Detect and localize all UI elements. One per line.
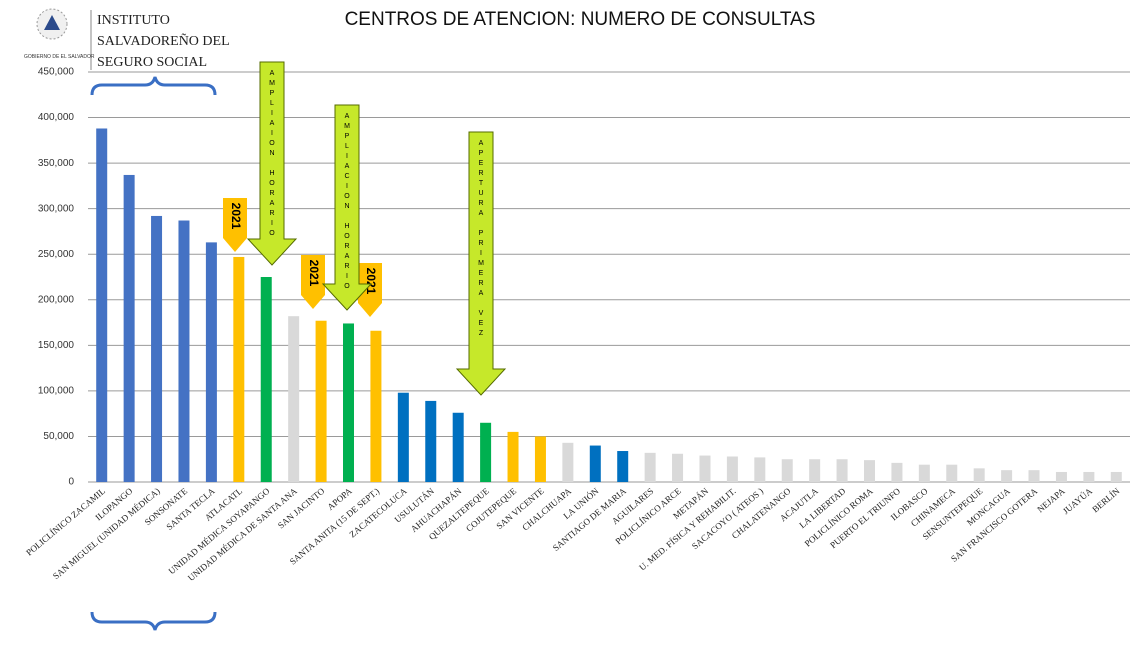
bracket: [90, 611, 217, 631]
year-tag-label: 2021: [307, 260, 321, 287]
bar: [781, 459, 793, 482]
header-line: INSTITUTO: [97, 13, 170, 28]
bar: [151, 215, 163, 482]
chart-title: CENTROS DE ATENCION: NUMERO DE CONSULTAS: [345, 9, 816, 30]
x-tick-label: JUAYÚA: [1061, 486, 1095, 517]
y-tick-label: 0: [68, 477, 74, 488]
bar: [726, 456, 738, 482]
bar: [1055, 471, 1067, 482]
bar: [178, 220, 190, 482]
bar: [534, 436, 546, 482]
bar: [370, 330, 382, 482]
bar: [343, 323, 354, 482]
bar: [1083, 471, 1095, 482]
logo-emblem: [44, 15, 60, 30]
x-tick-label: BERLÍN: [1090, 486, 1122, 515]
bar: [1001, 470, 1013, 482]
bar: [562, 442, 574, 482]
bar: [123, 174, 135, 482]
header-line: SALVADOREÑO DEL: [97, 33, 230, 49]
bar: [288, 316, 300, 482]
year-tag-label: 2021: [229, 203, 243, 230]
arrow-label: APERTURA PRIMERA VEZ: [477, 140, 484, 340]
year-tag: [301, 255, 325, 309]
bar: [1028, 470, 1040, 482]
year-tag: [223, 198, 247, 252]
bar: [315, 320, 327, 482]
y-tick-label: 250,000: [38, 249, 75, 260]
bar: [836, 459, 848, 482]
bar: [946, 464, 958, 482]
y-tick-label: 300,000: [38, 203, 75, 214]
y-tick-label: 400,000: [38, 112, 75, 123]
y-tick-label: 50,000: [43, 431, 74, 442]
arrow-label: AMPLIAION HORARIO: [268, 70, 275, 240]
bar: [425, 400, 437, 482]
y-tick-label: 100,000: [38, 386, 75, 397]
y-tick-label: 200,000: [38, 294, 75, 305]
bracket: [90, 76, 217, 96]
year-tag-label: 2021: [364, 268, 378, 295]
x-tick-label: SAN MIGUEL (UNIDAD MÉDICA): [51, 486, 162, 581]
bar: [96, 128, 108, 482]
bar: [617, 451, 629, 482]
header-line: SEGURO SOCIAL: [97, 55, 207, 70]
logo-caption: GOBIERNO DE EL SALVADOR: [24, 54, 95, 60]
arrow: [321, 104, 373, 311]
bar: [507, 431, 519, 482]
bar: [973, 468, 985, 482]
bar: [233, 256, 245, 482]
arrow: [455, 131, 507, 396]
bar: [891, 462, 903, 482]
arrow: [246, 61, 298, 266]
bar: [809, 459, 821, 482]
bar: [589, 445, 601, 482]
bar: [918, 464, 930, 482]
bar: [480, 422, 492, 482]
bar: [699, 455, 711, 482]
bar: [1110, 471, 1122, 482]
y-tick-label: 450,000: [38, 67, 75, 78]
year-tag: [358, 263, 382, 317]
bar: [452, 412, 464, 482]
bar: [672, 453, 684, 482]
bar: [260, 277, 272, 482]
bar: [205, 242, 217, 482]
bar: [864, 460, 875, 482]
bar: [754, 457, 766, 482]
y-tick-label: 150,000: [38, 340, 75, 351]
bar: [644, 452, 656, 482]
bar: [397, 392, 409, 482]
arrow-label: AMPLIACION HORARIO: [343, 113, 350, 293]
y-tick-label: 350,000: [38, 158, 75, 169]
